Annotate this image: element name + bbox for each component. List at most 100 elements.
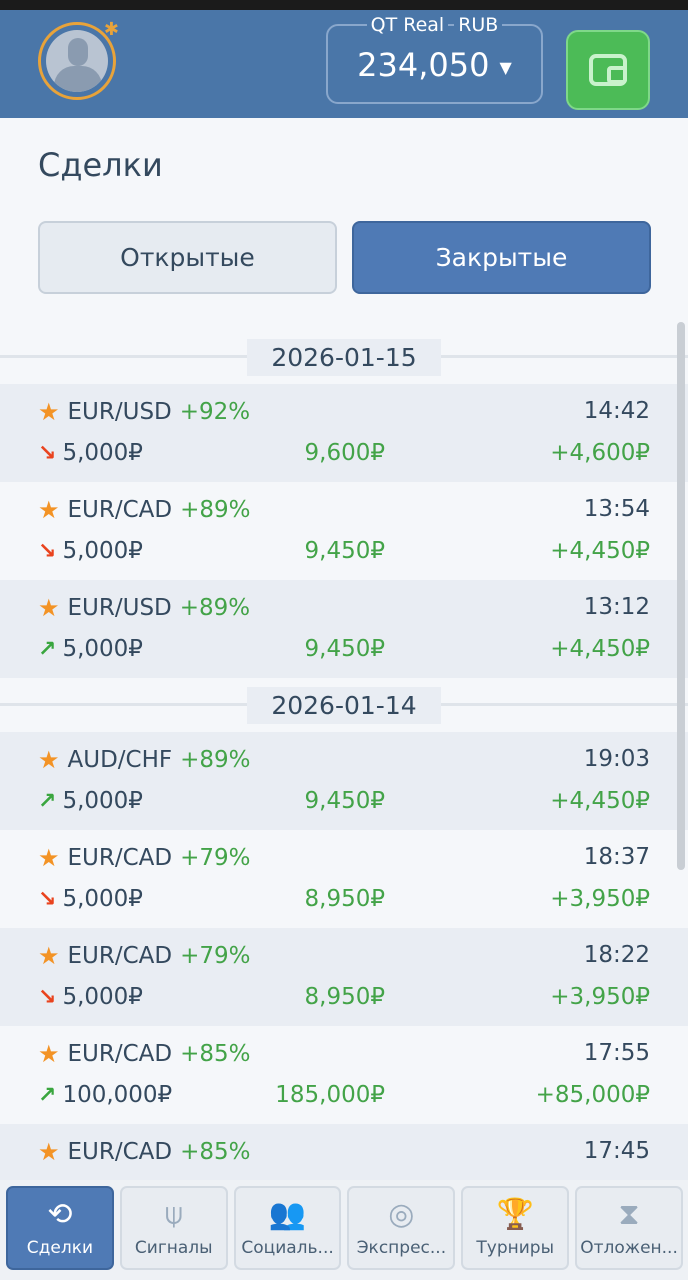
star-icon[interactable]: ★ bbox=[38, 1040, 60, 1068]
arrow-down-icon: ↘ bbox=[38, 440, 57, 466]
nav-item-0[interactable]: ⟲ Сделки bbox=[6, 1186, 114, 1270]
nav-label: Сигналы bbox=[134, 1238, 213, 1258]
trade-time: 13:12 bbox=[583, 594, 650, 620]
nav-item-4[interactable]: 🏆 Турниры bbox=[461, 1186, 570, 1270]
status-bar bbox=[0, 0, 688, 10]
target-icon: ◎ bbox=[388, 1197, 415, 1232]
trade-profit: +4,450₽ bbox=[550, 636, 650, 662]
trade-payout: 185,000₽ bbox=[275, 1082, 385, 1108]
badge-star-icon: ✱ bbox=[103, 19, 119, 40]
trade-payout: 9,450₽ bbox=[304, 538, 385, 564]
hourglass-icon: ⧗ bbox=[618, 1197, 640, 1232]
avatar[interactable]: ✱ bbox=[38, 19, 119, 100]
trade-row[interactable]: ★ EUR/USD +92% 14:42 ↘ 5,000₽ 9,600₽ +4,600… bbox=[0, 384, 688, 482]
trade-amount: 5,000₽ bbox=[62, 636, 143, 662]
tab-closed[interactable]: Закрытые bbox=[352, 221, 651, 294]
asset-pair: EUR/USD bbox=[67, 595, 172, 621]
star-icon[interactable]: ★ bbox=[38, 594, 60, 622]
asset-pair: EUR/USD bbox=[67, 399, 172, 425]
currency: RUB bbox=[454, 14, 503, 36]
payout-percent: +79% bbox=[180, 845, 251, 871]
nav-label: Турниры bbox=[476, 1238, 555, 1258]
trade-payout: 8,950₽ bbox=[304, 984, 385, 1010]
trade-row[interactable]: ★ EUR/USD +89% 13:12 ↗ 5,000₽ 9,450₽ +4,450… bbox=[0, 580, 688, 678]
date-label: 2026-01-14 bbox=[247, 686, 441, 724]
trade-list: 2026-01-15 ★ EUR/USD +92% 14:42 ↘ 5,000₽ 9,… bbox=[0, 330, 688, 1222]
nav-item-5[interactable]: ⧗ Отложен... bbox=[575, 1186, 683, 1270]
asset-pair: AUD/CHF bbox=[67, 747, 173, 773]
payout-percent: +89% bbox=[180, 497, 251, 523]
arrow-down-icon: ↘ bbox=[38, 886, 57, 912]
wallet-icon bbox=[589, 54, 627, 86]
page-title: Сделки bbox=[38, 146, 163, 184]
trade-profit: +85,000₽ bbox=[535, 1082, 650, 1108]
users-icon: 👥 bbox=[268, 1197, 307, 1232]
arrow-up-icon: ↗ bbox=[38, 1082, 57, 1108]
trophy-icon: 🏆 bbox=[496, 1197, 534, 1232]
header: ✱ QT Real RUB 234,050 ▼ bbox=[0, 10, 688, 118]
caret-down-icon: ▼ bbox=[499, 57, 512, 77]
trade-row[interactable]: ★ EUR/CAD +85% 17:55 ↗ 100,000₽ 185,000₽ +8… bbox=[0, 1026, 688, 1124]
trade-row[interactable]: ★ EUR/CAD +79% 18:37 ↘ 5,000₽ 8,950₽ +3,950… bbox=[0, 830, 688, 928]
trade-amount: 5,000₽ bbox=[62, 886, 143, 912]
payout-percent: +89% bbox=[179, 595, 251, 621]
nav-label: Социаль... bbox=[241, 1238, 334, 1258]
trade-payout: 9,600₽ bbox=[304, 440, 385, 466]
wallet-button[interactable] bbox=[566, 30, 650, 110]
trade-time: 17:55 bbox=[583, 1040, 650, 1066]
trade-amount: 5,000₽ bbox=[62, 440, 143, 466]
nav-item-2[interactable]: 👥 Социаль... bbox=[233, 1186, 342, 1270]
trade-amount: 5,000₽ bbox=[62, 788, 143, 814]
star-icon[interactable]: ★ bbox=[38, 746, 60, 774]
arrow-down-icon: ↘ bbox=[38, 984, 57, 1010]
payout-percent: +85% bbox=[180, 1139, 251, 1165]
star-icon[interactable]: ★ bbox=[38, 844, 60, 872]
payout-percent: +92% bbox=[179, 399, 251, 425]
trade-row[interactable]: ★ EUR/CAD +79% 18:22 ↘ 5,000₽ 8,950₽ +3,950… bbox=[0, 928, 688, 1026]
payout-percent: +89% bbox=[180, 747, 251, 773]
star-icon[interactable]: ★ bbox=[38, 942, 60, 970]
payout-percent: +85% bbox=[180, 1041, 251, 1067]
date-separator: 2026-01-15 bbox=[0, 330, 688, 384]
asset-pair: EUR/CAD bbox=[67, 845, 173, 871]
account-type: QT Real bbox=[366, 14, 449, 36]
payout-percent: +79% bbox=[180, 943, 251, 969]
asset-pair: EUR/CAD bbox=[67, 1139, 173, 1165]
trade-row[interactable]: ★ AUD/CHF +89% 19:03 ↗ 5,000₽ 9,450₽ +4,450… bbox=[0, 732, 688, 830]
arrow-down-icon: ↘ bbox=[38, 538, 57, 564]
star-icon[interactable]: ★ bbox=[38, 1138, 60, 1166]
bottom-nav: ⟲ Сделки ⍦ Сигналы 👥 Социаль... ◎ Экспрес... 🏆 Ту… bbox=[0, 1180, 688, 1280]
trade-profit: +4,450₽ bbox=[550, 538, 650, 564]
trade-profit: +4,450₽ bbox=[550, 788, 650, 814]
date-label: 2026-01-15 bbox=[247, 338, 441, 376]
history-icon: ⟲ bbox=[47, 1197, 73, 1232]
trade-profit: +3,950₽ bbox=[550, 886, 650, 912]
trade-time: 13:54 bbox=[583, 496, 650, 522]
date-separator: 2026-01-14 bbox=[0, 678, 688, 732]
star-icon[interactable]: ★ bbox=[38, 398, 60, 426]
trade-time: 14:42 bbox=[583, 398, 650, 424]
star-icon[interactable]: ★ bbox=[38, 496, 60, 524]
asset-pair: EUR/CAD bbox=[67, 943, 173, 969]
arrow-up-icon: ↗ bbox=[38, 788, 57, 814]
balance-selector[interactable]: QT Real RUB 234,050 ▼ bbox=[326, 14, 543, 104]
trade-payout: 9,450₽ bbox=[304, 636, 385, 662]
nav-item-1[interactable]: ⍦ Сигналы bbox=[119, 1186, 228, 1270]
trade-payout: 8,950₽ bbox=[304, 886, 385, 912]
scrollbar[interactable] bbox=[677, 322, 685, 870]
trade-time: 18:37 bbox=[583, 844, 650, 870]
trade-amount: 100,000₽ bbox=[62, 1082, 173, 1108]
asset-pair: EUR/CAD bbox=[67, 1041, 173, 1067]
nav-item-3[interactable]: ◎ Экспрес... bbox=[347, 1186, 456, 1270]
trade-amount: 5,000₽ bbox=[62, 538, 143, 564]
asset-pair: EUR/CAD bbox=[67, 497, 173, 523]
trade-profit: +3,950₽ bbox=[550, 984, 650, 1010]
tab-open[interactable]: Открытые bbox=[38, 221, 337, 294]
trade-time: 17:45 bbox=[583, 1138, 650, 1164]
nav-label: Сделки bbox=[26, 1238, 94, 1258]
nav-label: Отложен... bbox=[580, 1238, 678, 1258]
trade-row[interactable]: ★ EUR/CAD +89% 13:54 ↘ 5,000₽ 9,450₽ +4,450… bbox=[0, 482, 688, 580]
trade-time: 19:03 bbox=[583, 746, 650, 772]
user-avatar-icon bbox=[46, 30, 108, 92]
antenna-icon: ⍦ bbox=[164, 1197, 183, 1232]
